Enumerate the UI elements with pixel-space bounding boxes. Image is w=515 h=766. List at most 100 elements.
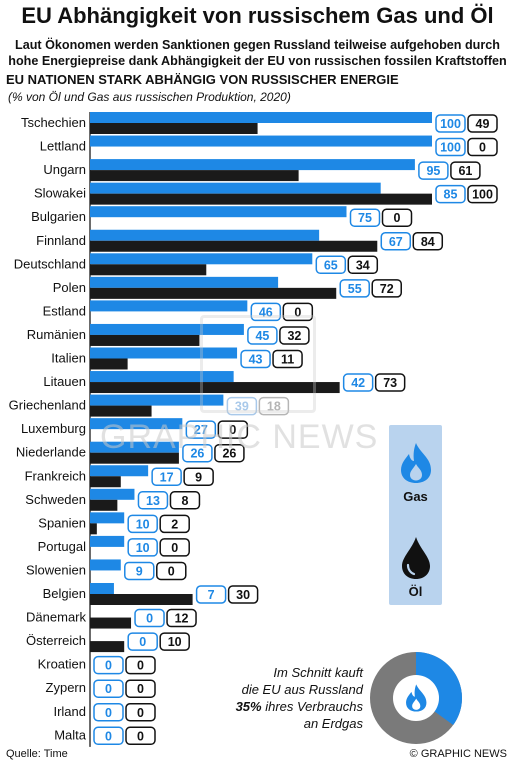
subtitle-line-1: Laut Ökonomen werden Sanktionen gegen Ru… [15, 38, 500, 52]
gas-value-label: 65 [324, 258, 338, 272]
gas-value-label: 0 [105, 706, 112, 720]
oil-value-label: 0 [171, 541, 178, 555]
oil-value-box [183, 467, 214, 486]
oil-value-label: 49 [476, 117, 490, 131]
category-label: Litauen [43, 374, 86, 389]
callout-percent: 35% [235, 699, 262, 714]
gas-bar [90, 229, 320, 241]
donut-gas-slice [416, 652, 462, 726]
oil-bar [90, 193, 432, 205]
oil-value-label: 100 [472, 188, 493, 202]
gas-value-label: 17 [160, 470, 174, 484]
oil-value-label: 30 [236, 588, 250, 602]
gas-value-label: 75 [358, 211, 372, 225]
legend-oil-label: Öl [408, 584, 423, 599]
gas-bar [90, 135, 432, 147]
gas-value-label: 10 [136, 517, 150, 531]
gas-value-label: 10 [136, 541, 150, 555]
gas-value-label: 100 [440, 141, 461, 155]
oil-value-label: 0 [137, 659, 144, 673]
oil-value-label: 0 [137, 706, 144, 720]
oil-bar [90, 170, 299, 182]
oil-bar [90, 641, 125, 653]
gas-value-box [240, 349, 271, 369]
oil-value-box [125, 679, 156, 698]
oil-bar [90, 594, 193, 605]
category-label: Niederlande [16, 445, 86, 460]
oil-value-label: 9 [195, 470, 202, 484]
gas-value-label: 39 [235, 400, 249, 414]
credit: © GRAPHIC NEWS [409, 748, 507, 760]
oil-value-label: 0 [294, 305, 301, 319]
category-label: Estland [43, 303, 86, 318]
oil-value-label: 0 [137, 729, 144, 743]
category-label: Schweden [25, 492, 86, 507]
gas-value-label: 26 [190, 447, 204, 461]
oil-value-box [125, 726, 156, 746]
gas-bar [90, 347, 238, 359]
oil-value-box [279, 326, 310, 345]
oil-value-box [467, 114, 498, 133]
gas-value-box [127, 514, 158, 534]
gas-value-label: 0 [105, 659, 112, 673]
oil-value-label: 34 [356, 258, 370, 272]
chart-unit-note: (% von Öl und Gas aus russischen Produkt… [8, 90, 291, 104]
gas-value-label: 55 [348, 282, 362, 296]
gas-value-box [315, 255, 347, 275]
gas-bar [90, 182, 381, 194]
source-note: Quelle: Time [6, 748, 68, 760]
category-label: Frankreich [25, 468, 86, 483]
flame-icon [406, 684, 427, 712]
chart-title-main: EU Abhängigkeit von russischem Gas und Ö… [21, 3, 494, 28]
oil-value-box [282, 302, 314, 322]
gas-value-box [247, 326, 278, 345]
oil-value-box [272, 349, 303, 369]
gas-value-label: 0 [105, 682, 112, 696]
category-label: Slowakei [34, 186, 86, 201]
gas-bar [90, 535, 125, 547]
gas-bar [90, 276, 279, 288]
category-label: Malta [54, 727, 87, 742]
category-label: Portugal [38, 539, 87, 554]
gas-value-box [226, 396, 258, 416]
oil-value-box [159, 538, 190, 557]
gas-value-box [342, 373, 374, 392]
oil-value-label: 84 [421, 235, 435, 249]
oil-value-label: 8 [181, 494, 188, 508]
gas-bar [90, 583, 114, 594]
oil-value-box [214, 443, 245, 463]
oil-bar [90, 264, 207, 276]
oil-value-box [371, 279, 402, 298]
oil-value-box [467, 137, 498, 157]
category-label: Belgien [43, 586, 86, 601]
oil-bar [90, 405, 152, 417]
gas-value-box [250, 302, 282, 322]
oil-bar [90, 476, 121, 488]
oil-value-box [467, 184, 498, 204]
oil-value-box [258, 396, 290, 416]
category-label: Österreich [26, 633, 86, 648]
gas-value-box [93, 679, 124, 698]
gas-value-label: 42 [351, 376, 365, 390]
gas-value-box [137, 491, 169, 510]
category-label: Finnland [36, 233, 86, 248]
oil-value-label: 2 [171, 517, 178, 531]
oil-value-box [347, 255, 379, 275]
category-label: Dänemark [26, 610, 86, 625]
category-label: Ungarn [43, 162, 86, 177]
category-label: Luxemburg [21, 421, 86, 436]
gas-value-label: 0 [146, 612, 153, 626]
gas-bar [90, 559, 121, 571]
gas-bar [90, 112, 432, 123]
oil-value-label: 0 [137, 682, 144, 696]
category-label: Bulgarien [31, 209, 86, 224]
gas-value-box [435, 114, 466, 133]
category-label: Tschechien [21, 115, 86, 130]
oil-value-label: 0 [394, 211, 401, 225]
gas-bar [90, 253, 313, 265]
gas-value-box [380, 232, 412, 251]
gas-bar [90, 465, 149, 477]
oil-value-box [374, 373, 406, 392]
gas-bar [90, 206, 347, 218]
